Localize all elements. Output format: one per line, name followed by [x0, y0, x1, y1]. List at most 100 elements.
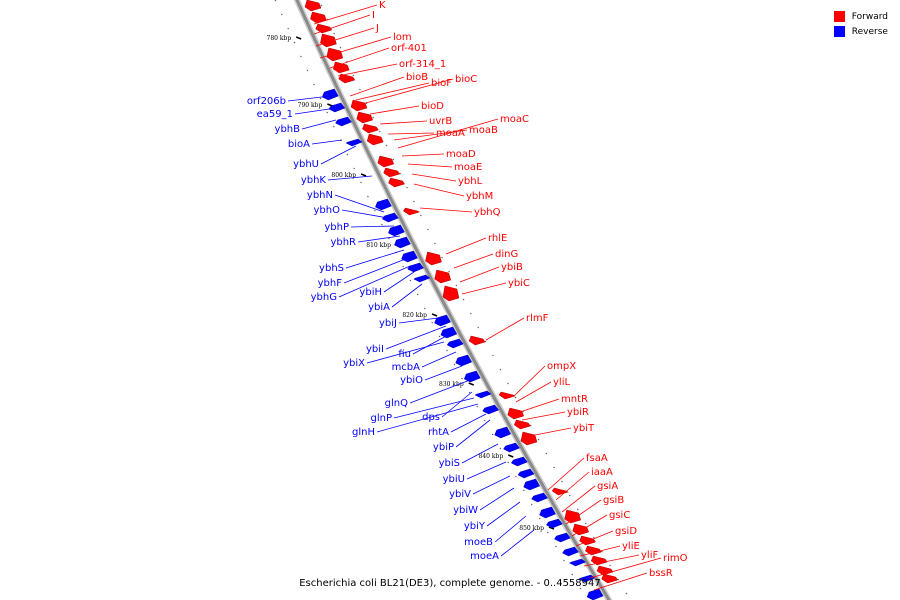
scale-tick-label: 820 kbp	[402, 312, 427, 319]
forward-gene-label: mntR	[561, 394, 588, 405]
forward-gene-block	[377, 155, 395, 168]
forward-gene-block	[434, 269, 452, 284]
reverse-gene-label: ybiY	[464, 521, 486, 532]
forward-gene-block	[585, 545, 602, 556]
scale-tick-mark	[507, 454, 514, 458]
forward-leader-line	[593, 572, 648, 591]
minor-dash	[427, 228, 429, 231]
scale-tick-mark	[548, 526, 555, 530]
reverse-leader-line	[345, 249, 405, 269]
minor-dash	[592, 536, 595, 539]
minor-dash	[274, 0, 277, 2]
reverse-gene-label: ybhB	[275, 124, 301, 135]
reverse-leader-line	[500, 529, 535, 557]
reverse-gene-label: glnH	[352, 427, 375, 438]
scale-tick-label: 810 kbp	[366, 242, 391, 249]
reverse-leader-line	[455, 419, 491, 448]
reverse-leader-line	[472, 475, 511, 495]
reverse-gene-block	[578, 574, 596, 583]
reverse-gene-label: ybhN	[307, 190, 333, 201]
reverse-gene-block	[503, 442, 520, 453]
minor-dash	[609, 564, 611, 567]
forward-gene-block	[468, 335, 486, 346]
forward-leader-line	[555, 471, 590, 501]
reverse-gene-block	[382, 212, 399, 223]
reverse-leader-line	[320, 145, 357, 165]
forward-leader-line	[361, 78, 454, 105]
minor-dash	[499, 368, 502, 371]
forward-gene-label: rhlE	[488, 233, 507, 244]
minor-dash	[320, 4, 323, 7]
reverse-gene-block	[321, 88, 339, 101]
forward-gene-block	[572, 523, 590, 536]
minor-dash	[514, 396, 517, 399]
forward-leader-line	[337, 63, 398, 77]
forward-gene-block	[315, 23, 333, 34]
reverse-gene-label: ybiW	[453, 505, 478, 516]
forward-gene-label: yliE	[622, 541, 640, 552]
forward-gene-label: bioF	[431, 78, 452, 89]
reverse-gene-label: glnQ	[385, 398, 408, 409]
reverse-gene-label: ybiI	[366, 344, 384, 355]
minor-dash	[424, 307, 426, 310]
forward-leader-line	[401, 153, 445, 157]
reverse-gene-block	[345, 138, 363, 147]
forward-leader-line	[579, 545, 621, 557]
reverse-gene-label: ea59_1	[257, 109, 293, 120]
minor-dash	[546, 531, 549, 534]
legend-forward-label: Forward	[851, 11, 888, 22]
forward-leader-line	[413, 183, 465, 197]
reverse-leader-line	[385, 325, 447, 350]
minor-dash	[545, 452, 548, 455]
minor-dash	[617, 578, 620, 581]
minor-dash	[499, 447, 502, 450]
forward-gene-label: uvrB	[429, 116, 452, 127]
minor-dash	[601, 550, 603, 553]
minor-dash	[374, 209, 376, 212]
minor-dash	[455, 284, 458, 287]
reverse-leader-line	[393, 397, 475, 419]
reverse-gene-label: rhtA	[428, 427, 449, 438]
reverse-leader-line	[424, 365, 463, 381]
forward-leader-line	[561, 485, 596, 513]
forward-leader-line	[407, 163, 453, 168]
reverse-gene-block	[517, 468, 535, 479]
reverse-leader-line	[366, 341, 445, 364]
minor-dash	[491, 433, 494, 436]
forward-leader-line	[315, 27, 375, 47]
minor-dash	[483, 419, 486, 422]
minor-dash	[476, 405, 479, 408]
reverse-gene-block	[328, 102, 346, 113]
forward-leader-line	[565, 499, 602, 525]
forward-leader-line	[515, 381, 552, 403]
forward-gene-label: yliL	[553, 377, 570, 388]
reverse-gene-label: bioA	[288, 139, 310, 150]
scale-tick-mark	[431, 313, 438, 317]
forward-gene-block	[601, 573, 619, 584]
reverse-gene-block	[375, 198, 392, 211]
forward-leader-line	[379, 120, 428, 125]
forward-leader-line	[575, 530, 614, 547]
forward-gene-block	[362, 123, 379, 134]
reverse-leader-line	[421, 351, 457, 368]
minor-dash	[537, 438, 540, 441]
forward-leader-line	[461, 282, 507, 295]
reverse-gene-block	[455, 354, 473, 367]
reverse-leader-line	[398, 317, 439, 324]
forward-gene-block	[507, 407, 525, 420]
forward-gene-label: ybiR	[567, 407, 589, 418]
reverse-gene-block	[586, 588, 604, 600]
forward-leader-line	[313, 4, 378, 25]
minor-dash	[538, 517, 541, 520]
forward-gene-block	[383, 167, 401, 178]
minor-dash	[339, 46, 342, 49]
reverse-leader-line	[391, 283, 423, 308]
forward-gene-label: moaE	[454, 162, 482, 173]
forward-gene-label: moaC	[500, 114, 529, 125]
minor-dash	[332, 125, 335, 128]
minor-dash	[461, 377, 463, 380]
forward-gene-label: gsiA	[597, 481, 618, 492]
forward-gene-block	[514, 419, 531, 430]
